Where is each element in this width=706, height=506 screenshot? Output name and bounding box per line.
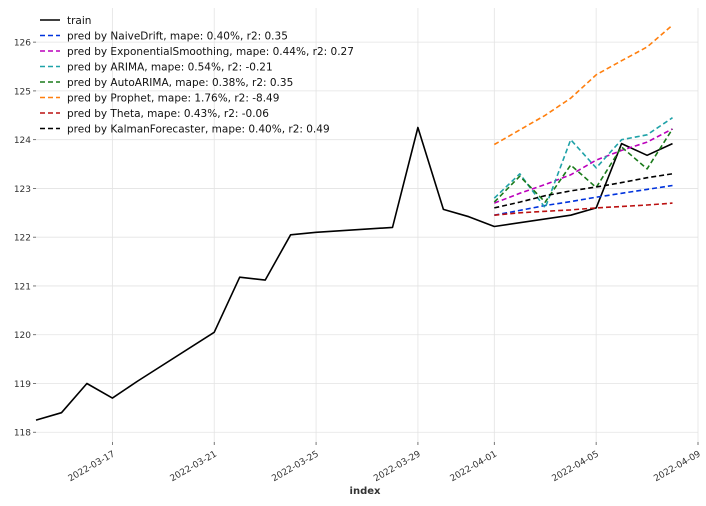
legend-label: pred by Prophet, mape: 1.76%, r2: -8.49 <box>67 93 279 105</box>
y-tick-label: 119 <box>14 380 31 390</box>
series-group <box>35 24 674 421</box>
x-tick-label: 2022-03-17 <box>67 449 117 484</box>
x-tick-label: 2022-04-09 <box>652 449 703 484</box>
series-line-7 <box>494 173 673 209</box>
series-line-5 <box>493 24 674 146</box>
legend: train pred by NaiveDrift, mape: 0.40%, r2… <box>40 15 354 136</box>
legend-label: pred by ExponentialSmoothing, mape: 0.44… <box>67 46 354 58</box>
grid <box>36 8 699 442</box>
legend-label: pred by ARIMA, mape: 0.54%, r2: -0.21 <box>67 62 273 74</box>
series-line-3 <box>493 117 673 209</box>
legend-label: train <box>67 15 91 27</box>
y-tick-label: 126 <box>14 39 31 49</box>
x-tick-label: 2022-03-29 <box>372 449 423 484</box>
y-tick-label: 125 <box>14 87 31 97</box>
legend-label: pred by KalmanForecaster, mape: 0.40%, r… <box>67 124 330 136</box>
y-tick-label: 121 <box>14 282 31 292</box>
y-tick-label: 120 <box>14 331 31 341</box>
y-tick-label: 122 <box>14 234 31 244</box>
legend-label: pred by AutoARIMA, mape: 0.38%, r2: 0.35 <box>67 77 293 89</box>
y-tick-label: 123 <box>14 185 31 195</box>
series-line-2 <box>494 128 673 204</box>
series-line-6 <box>494 202 673 216</box>
series-line-4 <box>493 128 674 203</box>
x-tick-label: 2022-04-01 <box>449 449 499 484</box>
x-tick-label: 2022-04-05 <box>550 449 600 484</box>
legend-label: pred by NaiveDrift, mape: 0.40%, r2: 0.3… <box>67 31 288 43</box>
legend-label: pred by Theta, mape: 0.43%, r2: -0.06 <box>67 108 269 120</box>
series-line-0 <box>35 126 673 421</box>
x-tick-label: 2022-03-25 <box>270 449 320 484</box>
y-tick-label: 124 <box>14 136 31 146</box>
series-line-1 <box>494 184 673 216</box>
x-tick-label: 2022-03-21 <box>169 449 219 484</box>
y-tick-label: 118 <box>14 429 31 439</box>
x-axis-title: index <box>350 486 381 497</box>
